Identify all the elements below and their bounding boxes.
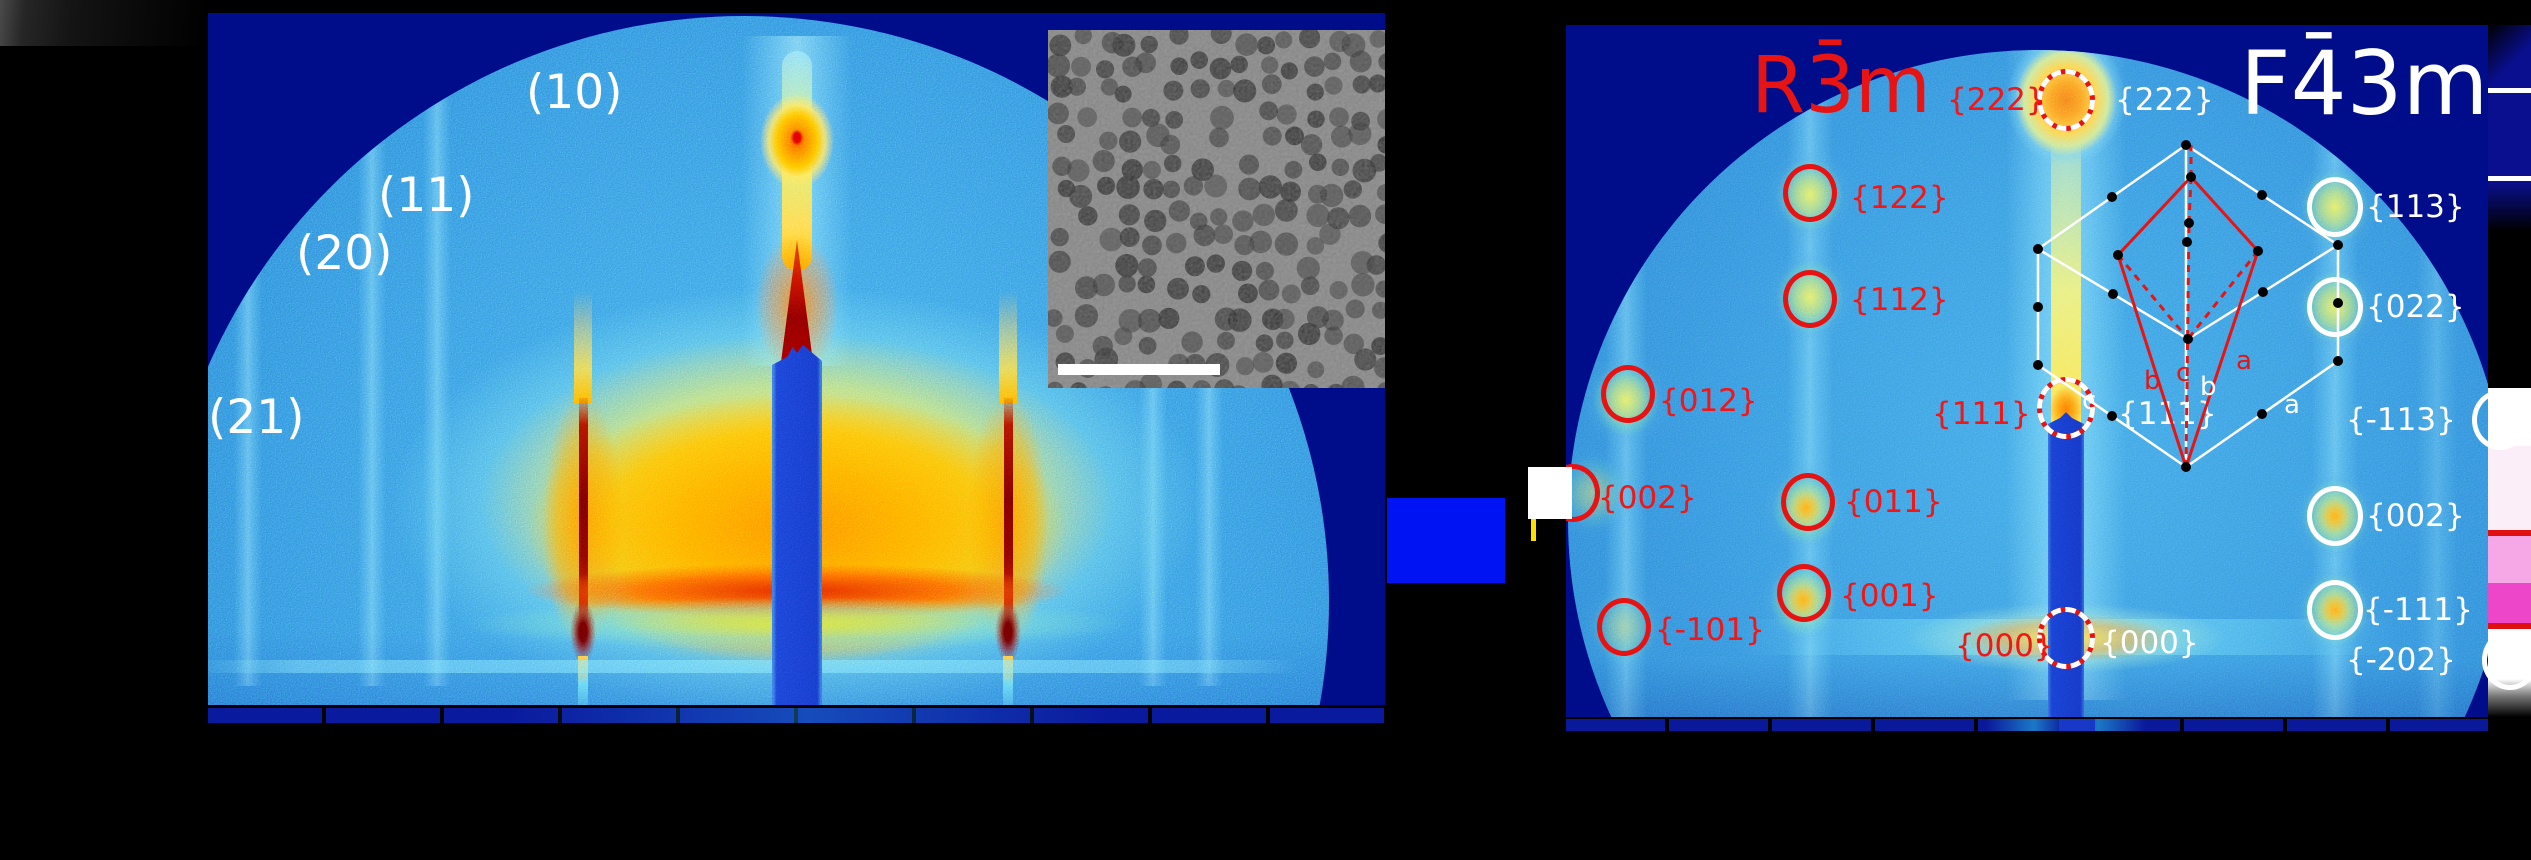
- rod-label-11: (11): [378, 168, 475, 223]
- reflection-circle-dashed-222-overlay: [2037, 69, 2095, 131]
- reflection-label-red-011: {011}: [1844, 484, 1943, 520]
- reflection-label-white-113: {113}: [2366, 189, 2465, 225]
- colorbar-magenta-block: [2488, 583, 2531, 623]
- rod-label-21: (21): [208, 390, 305, 445]
- reflection-circle-white-m202: [2482, 630, 2531, 690]
- axis-strip-highlight: [508, 708, 1108, 723]
- colorbar-palepink-block: [2488, 446, 2531, 530]
- rhombo-axis-c: c: [2176, 358, 2190, 388]
- bragg-rod-streak: [234, 86, 262, 686]
- reflection-circle-red-m101: [1597, 598, 1651, 656]
- reflection-label-red-122: {122}: [1850, 180, 1949, 216]
- reflection-circle-red-001: [1777, 564, 1831, 622]
- reflection-label-red-012: {012}: [1659, 383, 1758, 419]
- reflection-label-red-002: {002}: [1598, 480, 1697, 516]
- reflection-label-white-002: {002}: [2366, 498, 2465, 534]
- top-left-gradient-patch: [0, 0, 206, 46]
- reflection-label-white-022: {022}: [2366, 289, 2465, 325]
- space-group-cubic: F4̄3m: [2240, 32, 2489, 135]
- colorbar-navy-block: [2488, 93, 2531, 176]
- reflection-circle-red-012: [1601, 365, 1655, 423]
- cubic-axis-a: a: [2284, 390, 2300, 420]
- reflection-circle-red-112: [1783, 270, 1837, 328]
- tem-scale-bar: [1058, 364, 1220, 375]
- reflection-label-white-222: {222}: [2115, 82, 2214, 118]
- colorbar-navy-block: [2488, 25, 2531, 88]
- giwaxs-axis-strip: [1566, 719, 2490, 731]
- reflection-label-red-111: {111}: [1932, 396, 2031, 432]
- reflection-circle-dashed-111-overlay: [2037, 377, 2095, 439]
- axis-labels: c b a b c a: [2082, 346, 2300, 420]
- reflection-circle-white-m113: [2472, 390, 2528, 450]
- reflection-label-red-m101: {-101}: [1655, 612, 1765, 648]
- colorbar-divider: [2488, 176, 2531, 181]
- giwaxs-panel: R3̄m F4̄3m {222} {122} {112} {012} {111}…: [1566, 25, 2490, 717]
- cubic-axis-b: b: [2200, 372, 2217, 402]
- blue-fragment-rect: [1387, 498, 1505, 583]
- reflection-circle-dashed-000-overlay: [2037, 607, 2095, 669]
- rhombo-axis-a: a: [2236, 346, 2252, 376]
- reflection-circle-white-022: [2307, 277, 2363, 337]
- reflection-circle-red-002: [1566, 464, 1600, 522]
- reflection-label-red-001: {001}: [1840, 578, 1939, 614]
- reflection-label-white-m111: {-111}: [2363, 592, 2473, 628]
- reflection-circle-white-002: [2307, 486, 2363, 546]
- beamstop: [772, 345, 822, 705]
- rhombohedral-cell-edges: [2116, 145, 2260, 468]
- white-fragment-box: [1528, 467, 1572, 519]
- reflection-label-white-m113: {-113}: [2346, 402, 2456, 438]
- reflection-label-white-000: {000}: [2100, 625, 2199, 661]
- specular-spot-core: [792, 131, 802, 144]
- yellow-tick-mark: [1531, 519, 1536, 541]
- reflection-circle-white-m111: [2307, 580, 2363, 640]
- gisaxs-panel: (10) (11) (20) (21): [208, 13, 1385, 705]
- cubic-axis-c: c: [2082, 386, 2096, 416]
- tem-micrograph: [1048, 30, 1385, 388]
- reflection-circle-red-122: [1783, 164, 1837, 222]
- gisaxs-axis-strip: [208, 708, 1385, 723]
- space-group-rhombohedral: R3̄m: [1751, 41, 1931, 131]
- reflection-label-red-000: {000}: [1955, 628, 2054, 664]
- rod-label-10: (10): [526, 65, 623, 120]
- wing-spike-left: [574, 291, 592, 403]
- rhombo-axis-b: b: [2144, 366, 2161, 396]
- reflection-label-red-222: {222}: [1947, 82, 2046, 118]
- colorbar-pink-block: [2488, 536, 2531, 583]
- colorbar-navy-fade: [2488, 181, 2531, 231]
- tem-inset: [1048, 30, 1385, 388]
- reflection-label-white-m202: {-202}: [2346, 642, 2456, 678]
- wing-spike-right: [999, 291, 1017, 403]
- reflection-label-red-112: {112}: [1850, 282, 1949, 318]
- colorbar-divider: [2488, 88, 2531, 93]
- colorbar-red-line: [2488, 530, 2531, 536]
- colorbar-red-line: [2488, 623, 2531, 629]
- reflection-circle-white-113: [2307, 177, 2363, 237]
- horizon-line: [208, 660, 1299, 673]
- beamstop-shadow: [2059, 719, 2095, 731]
- unit-cell-inset: c b a b c a: [2033, 140, 2343, 472]
- lattice-points: [2033, 140, 2343, 472]
- rod-label-20: (20): [296, 226, 393, 281]
- reflection-circle-red-011: [1781, 473, 1835, 531]
